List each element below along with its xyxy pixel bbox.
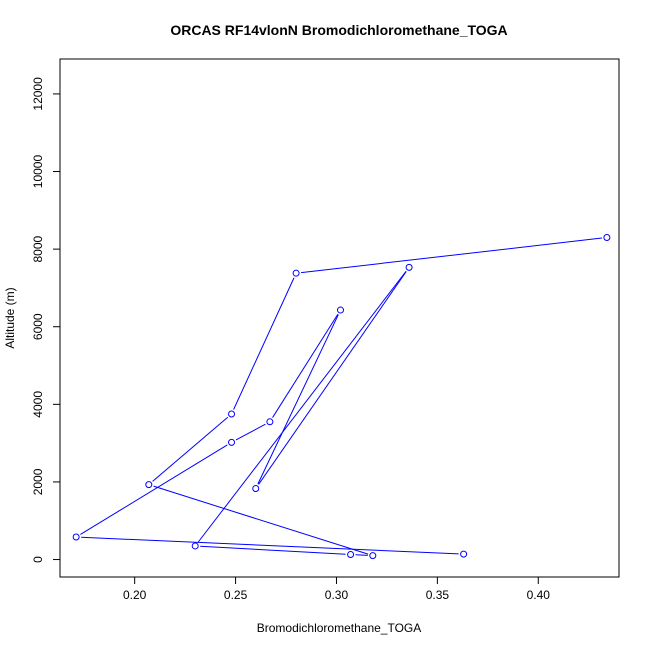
series-layer	[72, 233, 611, 560]
data-point	[337, 306, 345, 314]
data-point	[252, 485, 260, 493]
data-point	[145, 481, 153, 489]
y-tick-label: 12000	[31, 77, 45, 111]
series-line-segment	[235, 423, 266, 441]
x-tick-label: 0.35	[426, 588, 450, 602]
data-point	[603, 233, 611, 241]
data-point	[191, 542, 199, 550]
series-line-segment	[301, 237, 602, 274]
y-axis: 0 2000 4000 6000 8000 10000 12000	[31, 77, 61, 563]
series-line-segment	[152, 416, 229, 482]
series-line-segment	[200, 545, 346, 555]
data-point	[228, 410, 236, 418]
chart-title: ORCAS RF14vlonN Bromodichloromethane_TOG…	[170, 22, 507, 38]
data-point	[228, 438, 236, 446]
y-tick-label: 4000	[31, 391, 45, 418]
data-point	[460, 550, 468, 558]
series-line-segment	[197, 271, 407, 543]
series-line-segment	[153, 485, 369, 555]
series-line-segment	[258, 271, 407, 485]
y-tick-label: 0	[31, 556, 45, 563]
x-axis-label: Bromodichloromethane_TOGA	[257, 621, 422, 635]
data-point	[369, 552, 377, 560]
y-axis-label: Altitude (m)	[3, 287, 17, 348]
data-point	[347, 550, 355, 558]
series-line-segment	[272, 314, 339, 418]
series-line-segment	[80, 444, 228, 535]
data-point	[292, 269, 300, 277]
x-tick-label: 0.30	[325, 588, 349, 602]
x-tick-label: 0.25	[224, 588, 248, 602]
y-tick-label: 10000	[31, 155, 45, 189]
data-point	[266, 418, 274, 426]
x-axis: 0.20 0.25 0.30 0.35 0.40	[123, 576, 551, 602]
y-tick-label: 8000	[31, 235, 45, 262]
y-tick-label: 2000	[31, 468, 45, 495]
data-point	[405, 263, 413, 271]
data-point	[72, 533, 80, 541]
x-tick-label: 0.40	[527, 588, 551, 602]
series-line-segment	[81, 536, 459, 555]
series-line-segment	[257, 314, 339, 485]
y-tick-label: 6000	[31, 313, 45, 340]
plot-frame	[59, 58, 620, 578]
x-tick-label: 0.20	[123, 588, 147, 602]
series-line-segment	[355, 554, 368, 556]
series-line-segment	[233, 277, 295, 410]
